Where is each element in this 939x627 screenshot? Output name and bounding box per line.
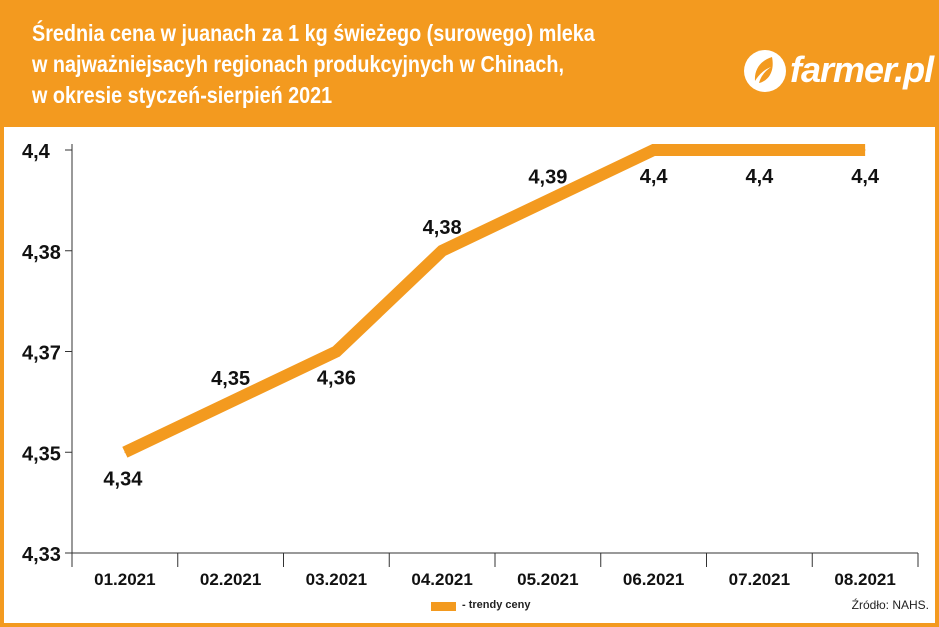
x-tick-label: 03.2021 xyxy=(306,570,367,589)
data-point xyxy=(441,250,443,252)
data-point xyxy=(547,199,549,201)
data-label: 4,4 xyxy=(851,166,880,188)
farmer-logo: farmer.pl xyxy=(742,48,934,94)
y-tick-label: 4,38 xyxy=(22,242,61,264)
source-note: Źródło: NAHS. xyxy=(851,598,929,612)
title-line-2: w najważniejsacyh regionach produkcyjnyc… xyxy=(32,51,565,77)
y-tick-label: 4,33 xyxy=(22,544,61,566)
data-point xyxy=(653,149,655,151)
title-line-3: w okresie styczeń-sierpień 2021 xyxy=(32,82,333,108)
header-banner: Średnia cena w juanach za 1 kg świeżego … xyxy=(0,0,939,127)
legend-swatch xyxy=(431,602,456,611)
y-tick-label: 4,4 xyxy=(22,141,51,163)
x-tick-label: 05.2021 xyxy=(517,570,578,589)
y-tick-label: 4,35 xyxy=(22,443,61,465)
logo-wordmark: farmer.pl xyxy=(790,49,934,90)
data-label: 4,4 xyxy=(640,166,669,188)
data-point xyxy=(335,351,337,352)
data-label: 4,35 xyxy=(211,368,250,390)
x-tick-label: 04.2021 xyxy=(411,570,472,589)
y-tick-label: 4,37 xyxy=(22,343,61,365)
data-label: 4,4 xyxy=(745,166,774,188)
data-label: 4,34 xyxy=(103,468,143,490)
x-tick-label: 07.2021 xyxy=(729,570,790,589)
chart-title: Średnia cena w juanach za 1 kg świeżego … xyxy=(32,18,595,111)
data-label: 4,39 xyxy=(528,166,567,188)
data-point xyxy=(864,149,866,151)
leaf-logo-icon xyxy=(744,50,786,92)
title-line-1: Średnia cena w juanach za 1 kg świeżego … xyxy=(32,20,595,46)
series-line-trendy-ceny xyxy=(122,144,866,458)
data-point xyxy=(758,149,760,151)
x-tick-label: 01.2021 xyxy=(94,570,155,589)
x-tick-label: 08.2021 xyxy=(834,570,895,589)
legend-label: - trendy ceny xyxy=(462,599,531,611)
x-tick-label: 02.2021 xyxy=(200,570,261,589)
data-label: 4,38 xyxy=(423,217,462,239)
data-point xyxy=(230,401,232,403)
data-point xyxy=(124,451,126,453)
x-tick-label: 06.2021 xyxy=(623,570,684,589)
data-label: 4,36 xyxy=(317,368,356,390)
